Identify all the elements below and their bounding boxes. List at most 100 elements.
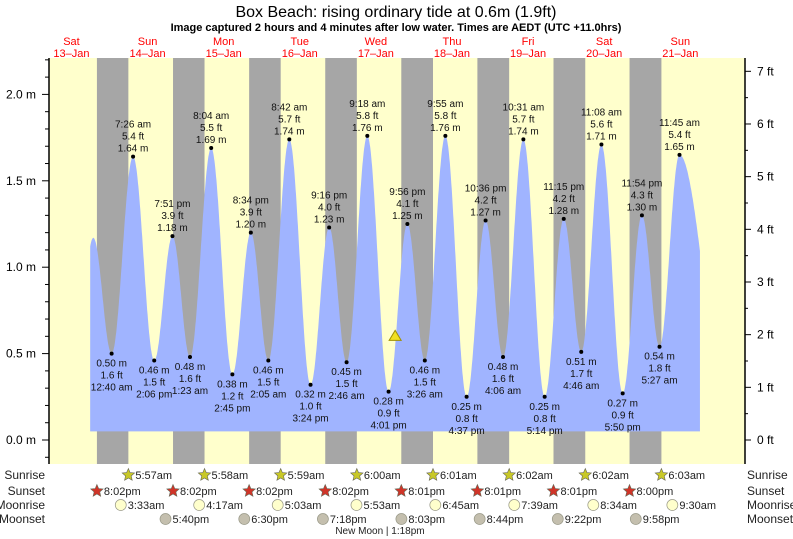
moonset-moon-icon — [395, 513, 408, 525]
sunrise-star-icon — [654, 467, 669, 481]
tide-label-time: 4:06 am — [485, 386, 521, 397]
right-axis-tick-label: 7 ft — [757, 64, 774, 78]
right-axis-tick-label: 4 ft — [757, 222, 774, 236]
moonset-time: 7:18pm — [330, 514, 367, 526]
sunrise-row-label: Sunrise — [4, 468, 45, 482]
moonset-time: 9:58pm — [643, 514, 680, 526]
tide-label-time: 2:05 am — [250, 390, 286, 401]
tide-label-ft: 1.8 ft — [648, 364, 670, 375]
sunrise-time: 5:57am — [135, 470, 172, 482]
tide-label-m: 1.74 m — [508, 126, 539, 137]
tide-point — [152, 358, 157, 363]
moonset-row-label-right: Moonset — [747, 512, 793, 526]
moonset-moon-icon — [317, 513, 329, 525]
sunrise-star-icon — [197, 467, 212, 481]
moonrise-time: 7:39am — [521, 500, 558, 512]
tide-label-m: 1.25 m — [392, 211, 423, 222]
tide-label-m: 0.54 m — [644, 352, 675, 363]
tide-point — [542, 394, 547, 399]
left-axis-tick-label: 1.5 m — [6, 174, 36, 188]
tide-label-time: 2:06 pm — [136, 390, 172, 401]
sunset-time: 8:02pm — [256, 486, 293, 498]
tide-label-time: 7:26 am — [115, 120, 151, 131]
tide-label-time: 12:40 am — [91, 383, 133, 394]
tide-point — [344, 360, 349, 365]
tide-point — [386, 389, 391, 394]
sunset-time: 8:02pm — [180, 486, 217, 498]
tide-point — [464, 394, 469, 399]
tide-point — [443, 133, 448, 138]
tide-label-ft: 1.0 ft — [299, 402, 321, 413]
day-date: 16–Jan — [282, 48, 318, 60]
tide-label-m: 0.50 m — [96, 359, 127, 370]
moonrise-moon-icon — [271, 499, 284, 511]
tide-label-time: 4:01 pm — [371, 421, 407, 432]
moonrise-row-label: Moonrise — [0, 498, 45, 512]
moonrise-moon-icon — [114, 499, 127, 511]
tide-label-ft: 3.9 ft — [161, 211, 183, 222]
tide-label-time: 8:04 am — [193, 111, 229, 122]
left-axis-tick-label: 0.0 m — [6, 433, 36, 447]
tide-point — [187, 355, 192, 360]
right-axis-tick-label: 1 ft — [757, 380, 774, 394]
tide-label-ft: 5.4 ft — [668, 130, 690, 141]
tide-label-time: 10:31 am — [503, 102, 545, 113]
day-name: Fri — [522, 36, 535, 48]
tide-label-time: 2:45 pm — [214, 403, 250, 414]
sunset-time: 8:02pm — [104, 486, 141, 498]
tide-label-time: 8:34 pm — [233, 196, 269, 207]
day-date: 15–Jan — [206, 48, 242, 60]
tide-label-ft: 0.9 ft — [612, 410, 634, 421]
tide-label-time: 3:26 am — [407, 390, 443, 401]
sunset-star-icon — [470, 483, 485, 497]
day-name: Thu — [442, 36, 461, 48]
moonset-time: 9:22pm — [565, 514, 602, 526]
tide-label-m: 0.25 m — [451, 402, 482, 413]
sunrise-star-icon — [426, 467, 440, 481]
tide-point — [657, 344, 662, 349]
tide-point — [170, 234, 175, 239]
tide-label-ft: 0.8 ft — [455, 414, 477, 425]
sunrise-row-label-right: Sunrise — [747, 468, 788, 482]
tide-label-ft: 0.8 ft — [534, 414, 556, 425]
tide-label-time: 10:36 pm — [465, 184, 507, 195]
tide-point — [677, 152, 682, 157]
sunrise-star-icon — [349, 467, 364, 481]
moonset-row-label: Moonset — [0, 512, 46, 526]
axes: 0.0 m 0.5 m 1.0 m 1.5 m 2.0 m 0 ft 1 ft 2 ft 3 f… — [6, 58, 774, 464]
tide-label-ft: 1.7 ft — [570, 369, 592, 380]
tide-point — [561, 216, 566, 221]
right-axis-tick-label: 0 ft — [757, 433, 774, 447]
tide-point — [248, 230, 253, 235]
day-date: 17–Jan — [358, 48, 394, 60]
tide-label-ft: 3.9 ft — [240, 208, 262, 219]
tide-label-ft: 4.2 ft — [553, 194, 575, 205]
chart-title: Box Beach: rising ordinary tide at 0.6m … — [235, 4, 556, 21]
sunset-time: 8:02pm — [332, 486, 369, 498]
tide-area — [90, 135, 700, 432]
tide-label-ft: 5.6 ft — [590, 120, 612, 131]
sunset-time: 8:01pm — [560, 486, 597, 498]
tide-label-ft: 1.5 ft — [335, 379, 357, 390]
moonrise-moon-icon — [666, 499, 679, 511]
tide-label-time: 3:24 pm — [292, 414, 328, 425]
day-name: Sun — [670, 36, 690, 48]
tide-label-time: 5:14 pm — [527, 426, 563, 437]
day-name: Wed — [365, 36, 387, 48]
sunset-star-icon — [89, 483, 104, 497]
tide-point — [209, 145, 214, 150]
moonset-moon-icon — [551, 513, 564, 525]
tide-label-time: 9:18 am — [349, 99, 385, 110]
tide-label-ft: 4.2 ft — [474, 196, 496, 207]
left-axis-tick-label: 2.0 m — [6, 87, 36, 101]
sunrise-star-icon — [578, 467, 593, 481]
sunrise-time: 6:01am — [440, 470, 477, 482]
tide-label-time: 5:27 am — [641, 376, 677, 387]
moonset-moon-icon — [473, 513, 486, 525]
day-date: 14–Jan — [130, 48, 166, 60]
tide-point — [639, 213, 644, 218]
tide-label-m: 0.46 m — [139, 366, 170, 377]
moonrise-time: 6:45am — [442, 500, 479, 512]
tide-point — [483, 218, 488, 223]
tide-label-m: 1.28 m — [548, 206, 579, 217]
